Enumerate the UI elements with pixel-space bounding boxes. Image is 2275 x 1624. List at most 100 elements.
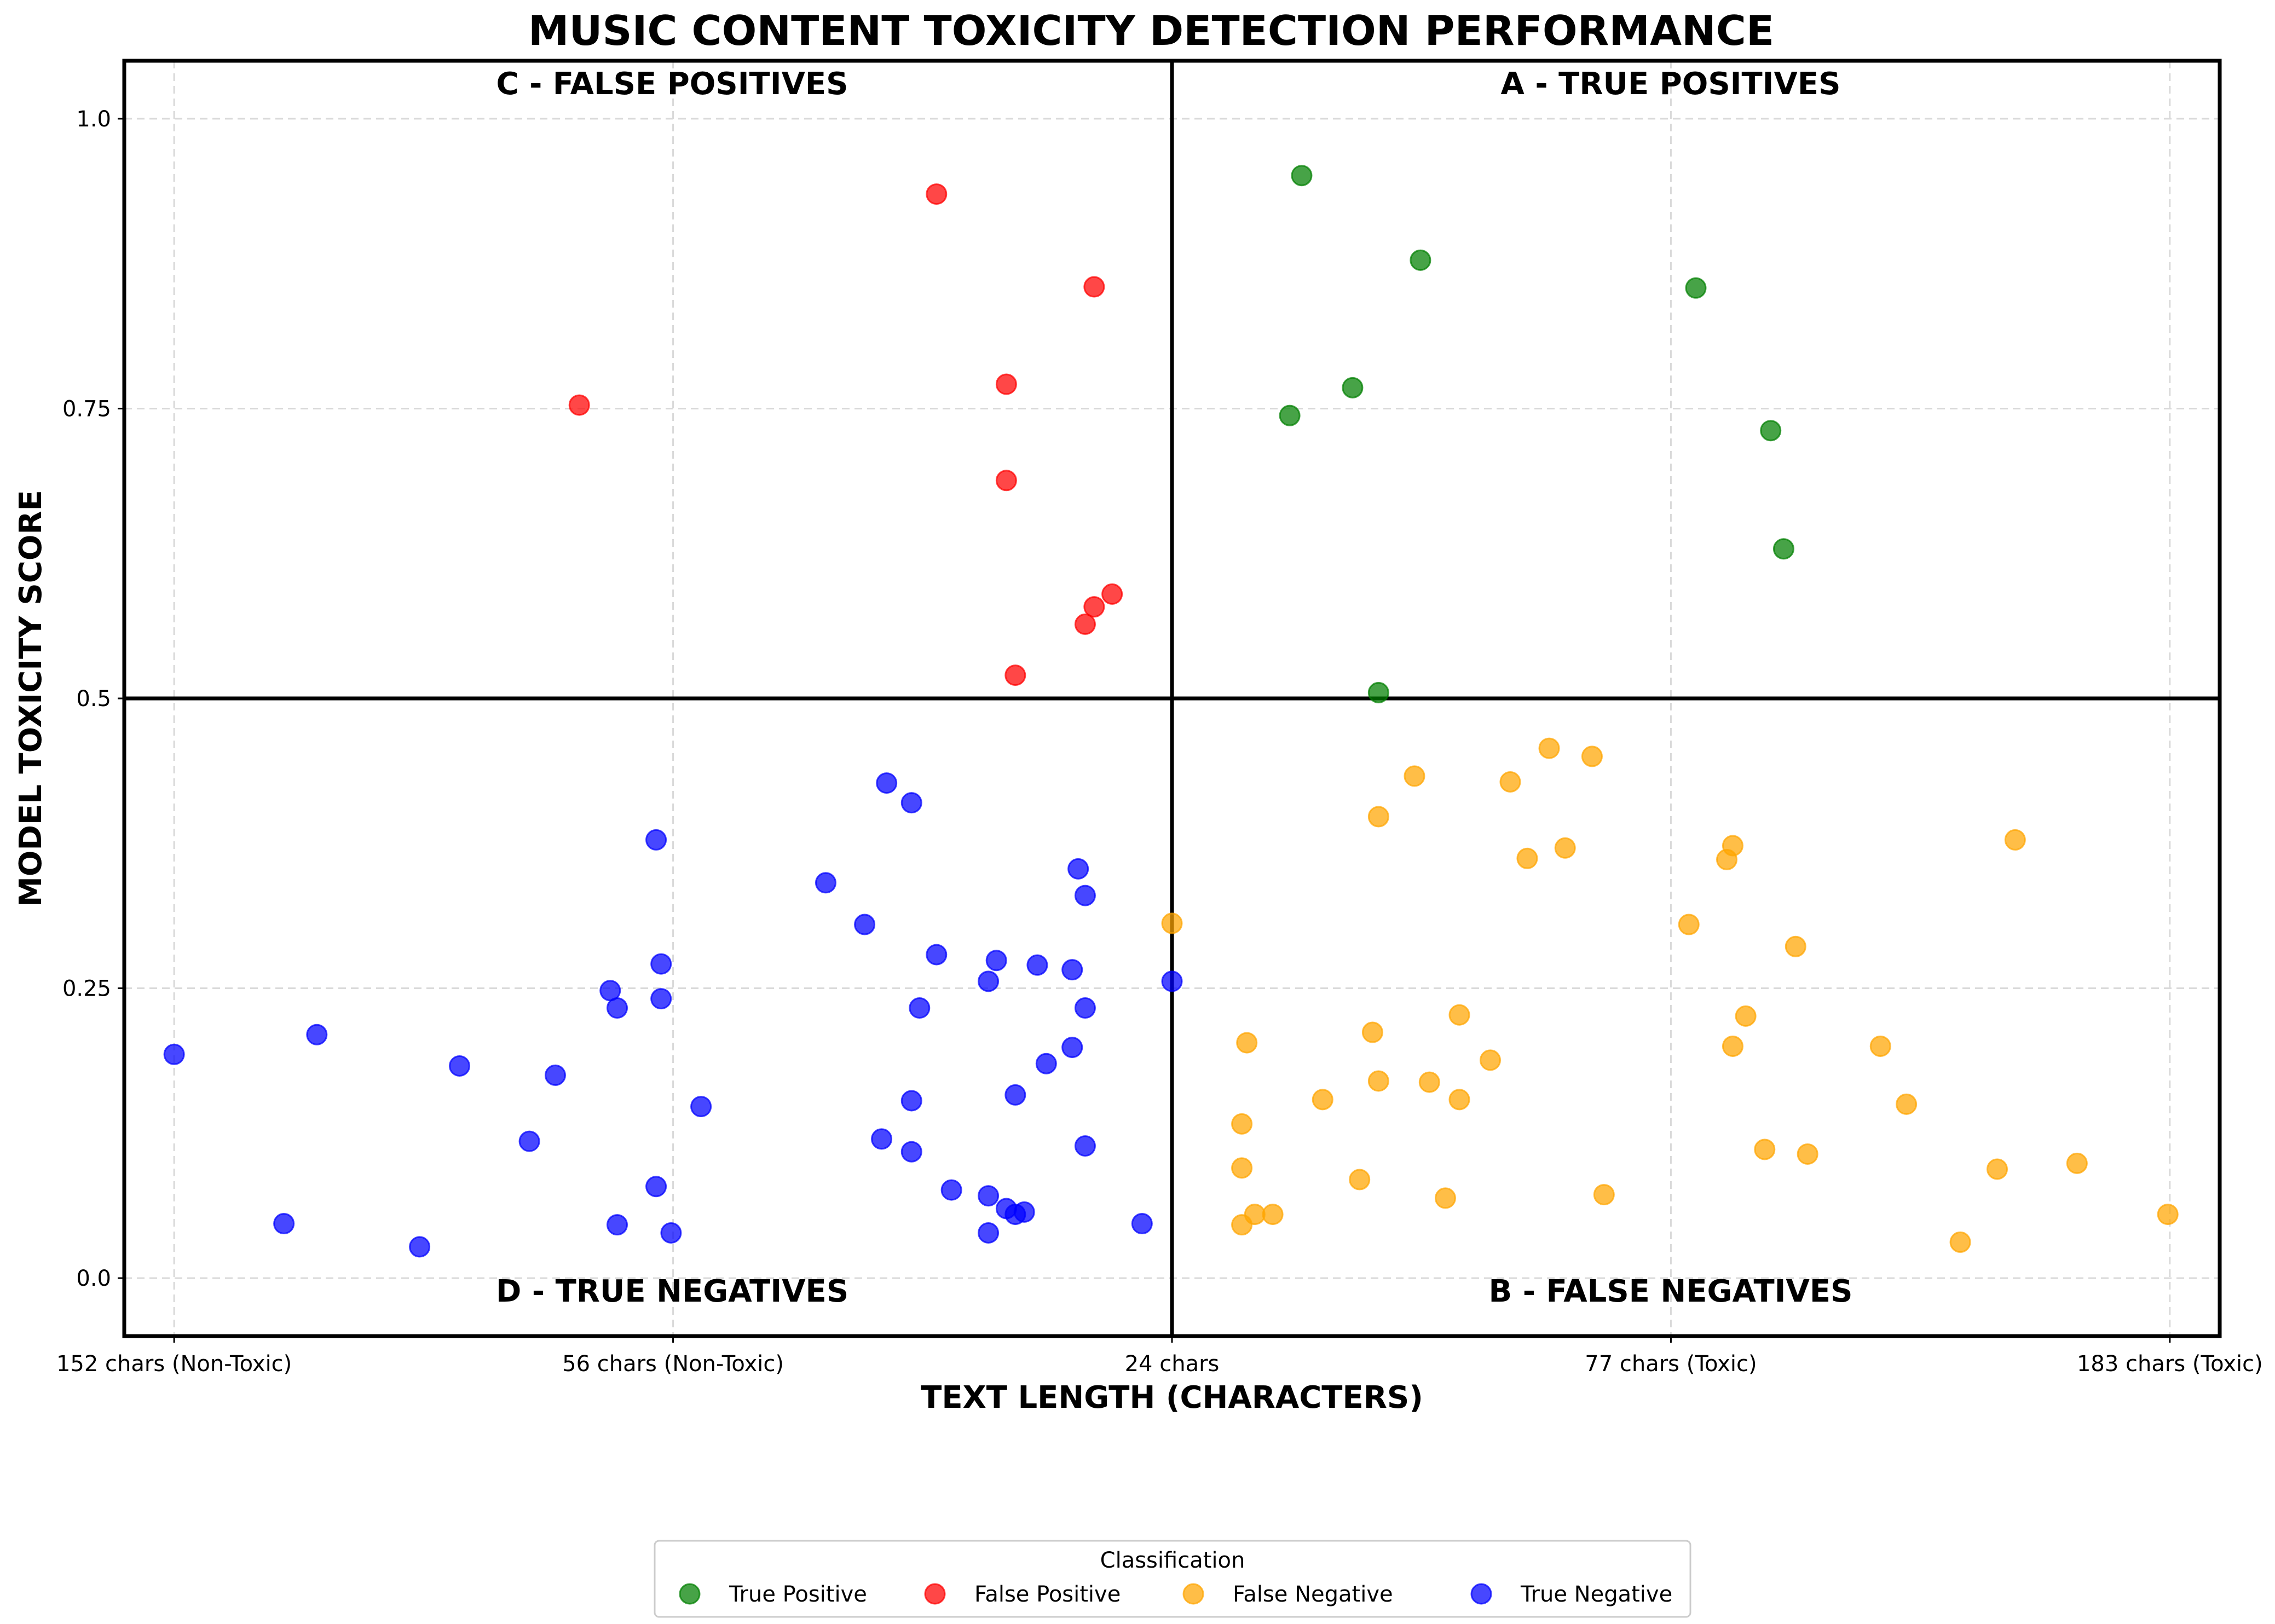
point-true-negative	[690, 1096, 712, 1118]
point-false-positive	[1074, 613, 1096, 635]
point-false-negative	[1418, 1071, 1440, 1093]
point-false-negative	[1367, 806, 1389, 828]
point-false-negative	[1593, 1184, 1615, 1206]
x-tick-label: 56 chars (Non-Toxic)	[562, 1351, 784, 1377]
y-tick-label: 0.5	[76, 686, 111, 712]
point-false-positive	[568, 394, 590, 416]
point-false-negative	[1869, 1035, 1891, 1057]
x-tick-label: 24 chars	[1125, 1351, 1220, 1377]
point-true-positive	[1367, 681, 1389, 703]
legend-label-false-negative: False Negative	[1233, 1582, 1393, 1607]
point-false-negative	[1236, 1032, 1258, 1054]
quadrant-label-false-negatives: B - FALSE NEGATIVES	[1489, 1274, 1853, 1309]
quadrant-label-true-negatives: D - TRUE NEGATIVES	[496, 1274, 848, 1309]
point-false-negative	[2157, 1204, 2179, 1226]
point-false-positive	[1101, 583, 1123, 605]
legend-label-false-positive: False Positive	[974, 1582, 1121, 1607]
point-true-negative	[645, 1176, 667, 1198]
point-true-negative	[876, 772, 898, 794]
point-false-negative	[1754, 1138, 1776, 1160]
point-true-negative	[660, 1222, 682, 1244]
point-false-negative	[1516, 847, 1538, 869]
point-true-negative	[1013, 1201, 1035, 1223]
point-true-negative	[926, 944, 948, 966]
point-false-negative	[1231, 1214, 1253, 1236]
point-false-negative	[1896, 1093, 1918, 1115]
point-false-negative	[2066, 1152, 2088, 1174]
y-axis-ticks: 0.0 0.25 0.5 0.75 1.0	[62, 107, 124, 1291]
point-false-negative	[1735, 1005, 1757, 1027]
legend: Classification True Positive False Positi…	[654, 1540, 1691, 1618]
point-false-negative	[1499, 771, 1521, 793]
legend-marker-true-positive	[679, 1583, 701, 1605]
quadrant-dividers	[124, 61, 2220, 1336]
y-tick-label: 0.25	[62, 976, 111, 1002]
point-true-negative	[1061, 959, 1083, 981]
point-true-positive	[1291, 165, 1313, 187]
y-tick-label: 0.0	[76, 1266, 111, 1291]
point-true-negative	[163, 1043, 185, 1065]
y-tick-label: 1.0	[76, 107, 111, 132]
point-true-positive	[1279, 404, 1301, 426]
point-false-negative	[1581, 745, 1603, 767]
point-false-negative	[1987, 1158, 2008, 1180]
point-false-negative	[1448, 1089, 1470, 1111]
point-false-negative	[1716, 848, 1738, 870]
point-false-negative	[1361, 1021, 1383, 1043]
x-axis-label: TEXT LENGTH (CHARACTERS)	[921, 1380, 1423, 1415]
point-true-negative	[854, 914, 876, 935]
quadrant-label-true-positives: A - TRUE POSITIVES	[1501, 66, 1841, 102]
point-true-negative	[518, 1130, 540, 1152]
point-false-negative	[1312, 1089, 1333, 1111]
point-true-negative	[900, 792, 922, 814]
point-false-negative	[1404, 765, 1425, 787]
legend-marker-false-negative	[1182, 1583, 1204, 1605]
point-false-negative	[1538, 737, 1560, 759]
point-false-negative	[1949, 1231, 1971, 1253]
legend-title: Classification	[1100, 1548, 1245, 1573]
data-points	[163, 165, 2179, 1258]
x-tick-label: 77 chars (Toxic)	[1585, 1351, 1757, 1377]
point-true-negative	[1074, 885, 1096, 906]
point-true-negative	[409, 1236, 431, 1258]
chart-title: MUSIC CONTENT TOXICITY DETECTION PERFORM…	[528, 7, 1774, 55]
point-true-negative	[1026, 954, 1048, 976]
point-true-negative	[985, 950, 1007, 972]
point-true-positive	[1342, 377, 1364, 398]
legend-box	[654, 1540, 1691, 1618]
point-false-negative	[1448, 1004, 1470, 1026]
point-true-negative	[940, 1179, 962, 1201]
legend-marker-true-negative	[1470, 1583, 1492, 1605]
y-axis-label: MODEL TOXICITY SCORE	[13, 490, 49, 907]
y-tick-label: 0.75	[62, 396, 111, 421]
point-false-negative	[1434, 1187, 1456, 1209]
point-true-negative	[1161, 970, 1183, 992]
point-true-negative	[978, 970, 1000, 992]
point-true-positive	[1410, 249, 1431, 271]
point-false-positive	[926, 183, 948, 205]
x-tick-label: 152 chars (Non-Toxic)	[56, 1351, 292, 1377]
point-true-positive	[1772, 538, 1794, 560]
point-true-negative	[900, 1141, 922, 1163]
point-false-negative	[1554, 837, 1576, 859]
point-false-negative	[2004, 829, 2026, 851]
point-true-negative	[306, 1024, 328, 1045]
x-axis-ticks: 152 chars (Non-Toxic) 56 chars (Non-Toxic…	[56, 1336, 2263, 1377]
point-true-negative	[900, 1090, 922, 1112]
point-false-negative	[1479, 1049, 1501, 1071]
point-true-negative	[645, 829, 667, 851]
point-false-positive	[995, 470, 1017, 492]
point-true-negative	[273, 1213, 295, 1235]
point-false-negative	[1367, 1070, 1389, 1092]
point-false-positive	[1083, 596, 1105, 618]
point-false-negative	[1231, 1157, 1253, 1179]
point-true-negative	[815, 872, 836, 894]
x-tick-label: 183 chars (Toxic)	[2077, 1351, 2263, 1377]
point-false-negative	[1797, 1143, 1818, 1165]
point-true-positive	[1685, 277, 1707, 299]
point-true-negative	[1004, 1084, 1026, 1106]
legend-marker-false-positive	[924, 1583, 946, 1605]
point-true-negative	[1074, 1135, 1096, 1157]
point-true-negative	[650, 953, 672, 975]
point-false-negative	[1231, 1113, 1253, 1135]
